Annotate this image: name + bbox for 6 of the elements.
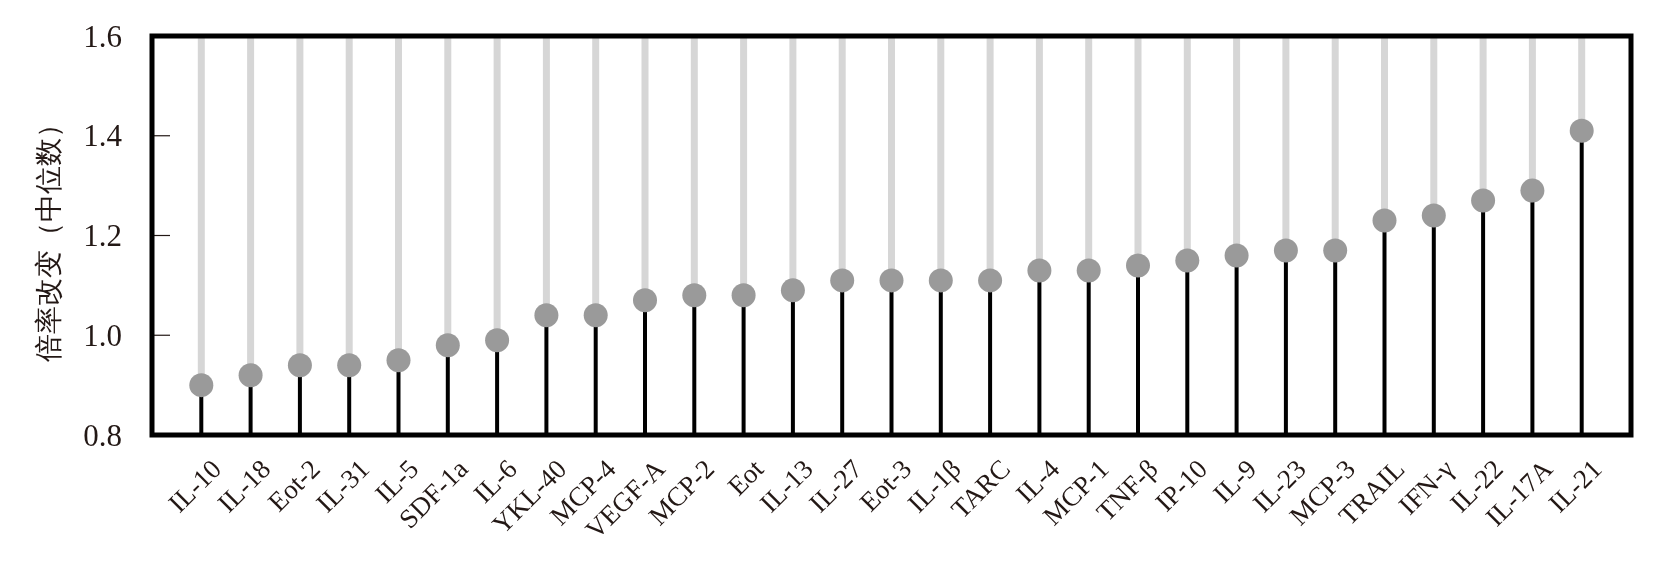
y-tick-label: 0.8 [83,417,122,453]
y-axis-title: 倍率改变（中位数） [32,109,64,362]
y-tick-label: 1.2 [83,218,122,253]
y-tick-label: 1.6 [83,18,122,54]
y-tick-label: 1.0 [83,317,122,353]
y-tick-label: 1.4 [83,118,123,154]
